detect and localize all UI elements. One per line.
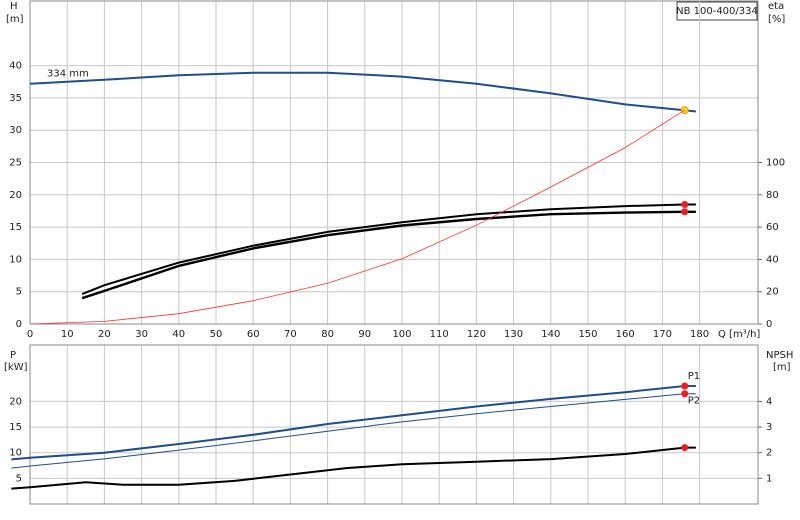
y-tick-label: 30 bbox=[9, 125, 22, 136]
y-tick-label: 20 bbox=[9, 396, 22, 407]
plot-frame bbox=[29, 344, 759, 505]
x-tick-label: 40 bbox=[172, 329, 185, 340]
x-tick-label: 100 bbox=[392, 329, 411, 340]
y-tick-label: 5 bbox=[16, 473, 22, 484]
operating-point bbox=[681, 208, 689, 216]
y2-tick-label: 20 bbox=[766, 287, 779, 298]
series-line bbox=[11, 385, 696, 461]
operating-point bbox=[681, 382, 689, 390]
series-line bbox=[29, 109, 685, 324]
x-tick-label: 70 bbox=[284, 329, 297, 340]
x-tick-label: 170 bbox=[653, 329, 672, 340]
x-tick-label: 10 bbox=[61, 329, 74, 340]
x-tick-label: 110 bbox=[430, 329, 449, 340]
x-tick-label: 120 bbox=[467, 329, 486, 340]
x-tick-label: 0 bbox=[27, 329, 33, 340]
y2-tick-label: 3 bbox=[766, 422, 772, 433]
y-tick-label: 15 bbox=[9, 422, 22, 433]
y-tick-label: 25 bbox=[9, 158, 22, 169]
operating-point bbox=[681, 390, 689, 398]
y2-tick-label: 0 bbox=[766, 319, 772, 330]
y-tick-label: 35 bbox=[9, 93, 22, 104]
series-label: 334 mm bbox=[47, 69, 89, 80]
x-tick-label: 160 bbox=[616, 329, 635, 340]
series-line bbox=[11, 446, 696, 490]
y-tick-label: 10 bbox=[9, 254, 22, 265]
x-tick-label: 20 bbox=[98, 329, 111, 340]
x-tick-label: 130 bbox=[504, 329, 523, 340]
x-tick-label: 180 bbox=[690, 329, 709, 340]
operating-point bbox=[680, 106, 689, 115]
y2-unit: [%] bbox=[768, 14, 785, 25]
x-tick-label: 80 bbox=[321, 329, 334, 340]
y-tick-label: 10 bbox=[9, 448, 22, 459]
y2-tick-label: 100 bbox=[766, 158, 785, 169]
y-unit: [kW] bbox=[4, 362, 28, 373]
y-label: P bbox=[10, 350, 16, 361]
x-label: Q [m³/h] bbox=[718, 329, 760, 340]
x-tick-label: 150 bbox=[578, 329, 597, 340]
operating-point bbox=[681, 200, 689, 208]
y-tick-label: 15 bbox=[9, 222, 22, 233]
y2-unit: [m] bbox=[773, 362, 791, 373]
y2-tick-label: 80 bbox=[766, 190, 779, 201]
y2-tick-label: 4 bbox=[766, 396, 772, 407]
y-tick-label: 40 bbox=[9, 61, 22, 72]
x-tick-label: 140 bbox=[541, 329, 560, 340]
y2-tick-label: 60 bbox=[766, 222, 779, 233]
y-unit: [m] bbox=[6, 14, 24, 25]
title-box bbox=[676, 1, 758, 21]
x-tick-label: 90 bbox=[358, 329, 371, 340]
y2-tick-label: 1 bbox=[766, 473, 772, 484]
series-label: P2 bbox=[688, 396, 700, 407]
y2-label: NPSH bbox=[766, 350, 793, 361]
series-line bbox=[29, 71, 697, 113]
y2-tick-label: 2 bbox=[766, 448, 772, 459]
series-line bbox=[81, 210, 696, 300]
plot-frame bbox=[29, 0, 759, 325]
y2-tick-label: 40 bbox=[766, 254, 779, 265]
operating-point bbox=[681, 444, 689, 452]
x-tick-label: 50 bbox=[210, 329, 223, 340]
series-line bbox=[11, 393, 696, 469]
series-line bbox=[81, 203, 696, 296]
x-tick-label: 60 bbox=[247, 329, 260, 340]
y-tick-label: 0 bbox=[16, 319, 22, 330]
x-tick-label: 30 bbox=[135, 329, 148, 340]
y-tick-label: 20 bbox=[9, 190, 22, 201]
chart-title: NB 100-400/334 bbox=[676, 6, 758, 17]
y-label: H bbox=[10, 1, 18, 12]
y2-label: eta bbox=[768, 1, 784, 12]
series-label: P1 bbox=[688, 371, 700, 382]
y-tick-label: 5 bbox=[16, 287, 22, 298]
